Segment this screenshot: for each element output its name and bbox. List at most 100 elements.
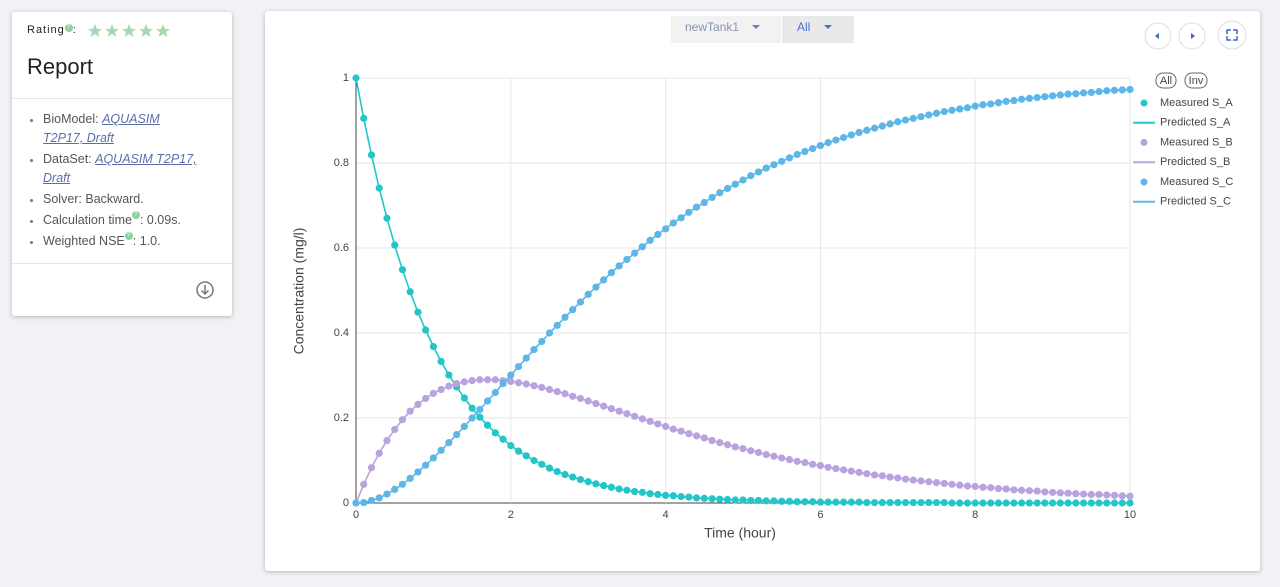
measured-point [700, 494, 708, 502]
measured-point [723, 184, 732, 193]
report-item: Calculation time?: 0.09s. [27, 211, 203, 230]
item-link[interactable]: AQUASIM T2P17, Draft [43, 112, 160, 145]
measured-point [956, 481, 964, 489]
legend-label[interactable]: Predicted S_A [1160, 117, 1231, 129]
measured-point [391, 425, 399, 434]
measured-point [832, 498, 840, 506]
measured-point [739, 496, 747, 504]
measured-point [669, 425, 677, 433]
measured-point [847, 131, 855, 139]
measured-point [1072, 490, 1080, 498]
measured-point [987, 100, 995, 108]
measured-point [692, 494, 701, 502]
measured-point [754, 496, 763, 505]
report-item: DataSet: AQUASIM T2P17, Draft [27, 150, 203, 188]
measured-point [809, 144, 817, 153]
item-label: Calculation time [43, 213, 132, 227]
measured-point [925, 478, 933, 486]
measured-point [847, 498, 855, 506]
measured-point [507, 371, 515, 379]
help-icon[interactable]: ? [124, 232, 133, 240]
measured-point [1018, 499, 1026, 507]
measured-point [971, 102, 979, 110]
measured-point [654, 230, 662, 238]
measured-point [677, 493, 685, 501]
measured-point [468, 414, 476, 422]
measured-point [553, 321, 561, 329]
measured-point [429, 389, 437, 397]
measured-point [600, 481, 608, 490]
legend-label[interactable]: Predicted S_B [1160, 156, 1230, 168]
measured-point [716, 495, 724, 503]
legend-label[interactable]: Measured S_C [1160, 176, 1233, 188]
measured-point [1033, 487, 1041, 495]
measured-point [422, 461, 430, 469]
selection-dropdown[interactable] [782, 16, 854, 43]
y-tick-label: 0.8 [334, 157, 349, 169]
measured-point [917, 477, 925, 485]
measured-point [576, 298, 585, 306]
measured-point [483, 397, 492, 405]
measured-point [863, 126, 871, 134]
measured-point [894, 474, 902, 482]
measured-point [646, 417, 654, 425]
measured-point [971, 499, 979, 507]
item-link[interactable]: AQUASIM T2P17, Draft [43, 152, 197, 185]
help-icon[interactable]: ? [131, 211, 140, 219]
measured-point [716, 439, 724, 447]
measured-point [1118, 86, 1126, 94]
legend-label[interactable]: Measured S_B [1160, 136, 1233, 148]
measured-point [801, 147, 809, 156]
measured-point [987, 484, 995, 492]
legend-all-button[interactable] [1155, 72, 1177, 89]
measured-point [994, 484, 1003, 493]
measured-point [1002, 97, 1010, 105]
measured-point [778, 454, 786, 462]
rating-suffix: : [72, 24, 77, 36]
measured-point [677, 427, 685, 435]
measured-point [747, 172, 755, 180]
prev-icon [1155, 33, 1159, 39]
measured-point [1118, 499, 1126, 507]
measured-point [747, 447, 755, 455]
measured-point [569, 306, 577, 314]
rating-stars[interactable] [87, 23, 177, 39]
measured-point [1064, 489, 1072, 497]
download-button[interactable] [195, 280, 215, 300]
measured-point [383, 214, 391, 222]
measured-point [615, 262, 623, 270]
measured-point [638, 243, 646, 251]
measured-point [623, 486, 631, 494]
measured-point [669, 492, 677, 500]
y-tick-label: 0.6 [334, 242, 349, 254]
legend-label[interactable]: Predicted S_C [1160, 196, 1231, 208]
legend-label[interactable]: Measured S_A [1160, 97, 1233, 109]
measured-point [592, 283, 600, 291]
measured-point [662, 491, 670, 499]
measured-point [1110, 86, 1119, 94]
measured-point [785, 497, 794, 505]
measured-point [631, 249, 639, 257]
tank-dropdown[interactable] [671, 16, 781, 43]
measured-point [971, 482, 979, 491]
predicted-line [355, 77, 1130, 504]
legend-inv-button[interactable] [1184, 72, 1208, 89]
measured-point [584, 397, 592, 405]
measured-point [770, 452, 778, 460]
measured-point [398, 416, 407, 424]
measured-point [886, 120, 894, 128]
measured-point [561, 470, 569, 479]
measured-point [685, 493, 693, 501]
measured-point [600, 402, 608, 410]
fullscreen-button[interactable] [1217, 20, 1247, 50]
measured-point [491, 376, 499, 384]
measured-point [963, 104, 972, 112]
measured-point [963, 499, 972, 507]
measured-point [909, 476, 917, 484]
measured-point [816, 498, 825, 506]
help-icon[interactable]: ? [64, 24, 73, 32]
measured-point [778, 157, 786, 165]
measured-point [1025, 499, 1033, 507]
divider [12, 98, 232, 99]
measured-point [1049, 92, 1057, 100]
